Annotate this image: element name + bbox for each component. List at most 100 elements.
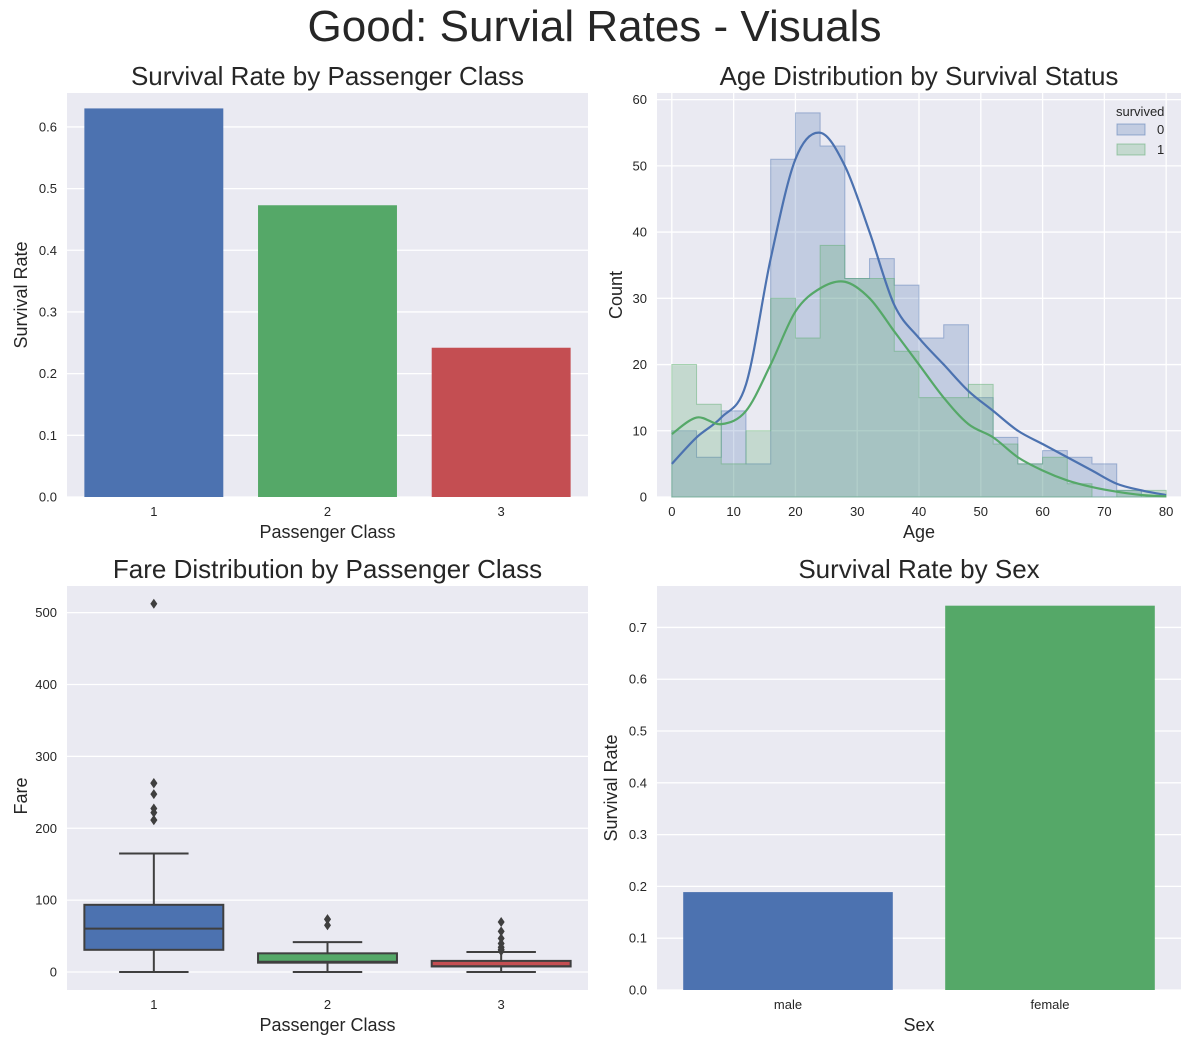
panel-sex-survival: 0.0 0.1 0.2 0.3 0.4 0.5 0.6 0.7 male female Survi… bbox=[601, 554, 1181, 1035]
y-axis-label: Survival Rate bbox=[601, 734, 621, 841]
y-tick-label: 0.2 bbox=[629, 879, 647, 894]
y-tick-label: 0.0 bbox=[39, 490, 57, 505]
legend-swatch-0 bbox=[1116, 123, 1146, 136]
box-class-1 bbox=[83, 598, 225, 974]
histogram-series-1 bbox=[671, 244, 1167, 498]
chart-title: Fare Distribution by Passenger Class bbox=[113, 554, 542, 584]
x-tick-label: 1 bbox=[150, 504, 157, 519]
y-axis-label: Count bbox=[606, 271, 626, 319]
y-tick-label: 0.1 bbox=[39, 428, 57, 443]
y-tick-label: 0.0 bbox=[629, 983, 647, 998]
x-tick-label: 0 bbox=[668, 504, 675, 519]
y-tick-label: 0.1 bbox=[629, 931, 647, 946]
figure-title: Good: Survial Rates - Visuals bbox=[308, 2, 882, 51]
x-tick-label: 70 bbox=[1097, 504, 1111, 519]
y-tick-label: 10 bbox=[633, 423, 647, 438]
outlier-point bbox=[150, 803, 158, 814]
y-tick-label: 0.6 bbox=[629, 672, 647, 687]
x-axis-label: Passenger Class bbox=[259, 522, 395, 542]
boxes bbox=[83, 598, 572, 974]
y-tick-label: 500 bbox=[35, 605, 57, 620]
x-tick-label: male bbox=[774, 997, 802, 1012]
x-axis-label: Sex bbox=[903, 1015, 934, 1035]
chart-title: Age Distribution by Survival Status bbox=[720, 61, 1119, 91]
kde-curves bbox=[671, 131, 1167, 498]
y-tick-label: 0.4 bbox=[629, 775, 647, 790]
legend: survived 0 1 bbox=[1116, 104, 1164, 157]
y-axis-label: Survival Rate bbox=[11, 241, 31, 348]
y-axis-label: Fare bbox=[11, 777, 31, 814]
tick-labels: 0.0 0.1 0.2 0.3 0.4 0.5 0.6 0.7 male female bbox=[629, 620, 1070, 1012]
bar-1 bbox=[84, 108, 224, 497]
x-tick-label: 2 bbox=[324, 997, 331, 1012]
y-tick-label: 0.2 bbox=[39, 366, 57, 381]
histogram-bins bbox=[671, 112, 1167, 498]
gridlines bbox=[657, 93, 1181, 498]
outlier-point bbox=[150, 598, 158, 609]
bar-3 bbox=[431, 347, 571, 497]
outlier-point bbox=[497, 916, 505, 927]
outlier-point bbox=[150, 814, 158, 825]
legend-swatch-1 bbox=[1116, 143, 1146, 156]
outlier-point bbox=[150, 789, 158, 800]
outlier-point bbox=[150, 777, 158, 788]
y-tick-label: 40 bbox=[633, 225, 647, 240]
tick-labels: 0.0 0.1 0.2 0.3 0.4 0.5 0.6 1 2 3 bbox=[39, 119, 505, 519]
chart-title: Survival Rate by Passenger Class bbox=[131, 61, 524, 91]
histogram-series-0 bbox=[671, 112, 1167, 498]
x-tick-label: female bbox=[1030, 997, 1069, 1012]
y-tick-label: 0.5 bbox=[629, 724, 647, 739]
x-tick-label: 10 bbox=[726, 504, 740, 519]
bar-2 bbox=[258, 205, 397, 498]
x-tick-label: 50 bbox=[974, 504, 988, 519]
kde-curve-0 bbox=[671, 131, 1167, 497]
legend-label-1: 1 bbox=[1157, 142, 1164, 157]
y-tick-label: 20 bbox=[633, 357, 647, 372]
x-tick-label: 3 bbox=[498, 997, 505, 1012]
outlier-point bbox=[324, 920, 331, 931]
x-axis-label: Age bbox=[903, 522, 935, 542]
x-tick-label: 30 bbox=[850, 504, 864, 519]
x-axis-label: Passenger Class bbox=[259, 1015, 395, 1035]
y-tick-label: 30 bbox=[633, 291, 647, 306]
y-tick-label: 50 bbox=[633, 158, 647, 173]
x-tick-label: 60 bbox=[1035, 504, 1049, 519]
chart-title: Survival Rate by Sex bbox=[798, 554, 1039, 584]
y-tick-label: 0 bbox=[50, 965, 57, 980]
outlier-point bbox=[497, 938, 505, 949]
x-tick-label: 40 bbox=[912, 504, 926, 519]
y-tick-label: 0.3 bbox=[629, 827, 647, 842]
box-class-2 bbox=[257, 914, 398, 974]
y-tick-label: 60 bbox=[633, 92, 647, 107]
y-tick-label: 0.3 bbox=[39, 304, 57, 319]
y-tick-label: 400 bbox=[35, 677, 57, 692]
panel-fare-distribution: 0 100 200 300 400 500 1 2 3 Fare Distribution by… bbox=[11, 554, 588, 1035]
outlier-point bbox=[324, 914, 331, 925]
y-tick-label: 0.4 bbox=[39, 243, 57, 258]
y-tick-label: 0.6 bbox=[39, 119, 57, 134]
y-tick-label: 300 bbox=[35, 749, 57, 764]
x-tick-label: 20 bbox=[788, 504, 802, 519]
panel-class-survival: 0.0 0.1 0.2 0.3 0.4 0.5 0.6 1 2 3 Survival Rate b… bbox=[11, 61, 588, 542]
x-tick-label: 2 bbox=[324, 504, 331, 519]
x-tick-label: 1 bbox=[150, 997, 157, 1012]
outlier-point bbox=[497, 926, 505, 937]
bar-female bbox=[945, 605, 1155, 990]
y-tick-label: 0 bbox=[640, 490, 647, 505]
outlier-point bbox=[497, 933, 505, 944]
x-tick-label: 3 bbox=[498, 504, 505, 519]
y-tick-label: 0.7 bbox=[629, 620, 647, 635]
bar-male bbox=[683, 892, 893, 990]
x-tick-label: 80 bbox=[1159, 504, 1173, 519]
y-tick-label: 100 bbox=[35, 893, 57, 908]
y-tick-label: 0.5 bbox=[39, 181, 57, 196]
bars bbox=[84, 108, 571, 498]
bars bbox=[683, 605, 1155, 990]
kde-curve-1 bbox=[671, 280, 1167, 498]
legend-label-0: 0 bbox=[1157, 122, 1164, 137]
box-iqr bbox=[83, 903, 225, 951]
tick-labels: 0 100 200 300 400 500 1 2 3 bbox=[35, 605, 504, 1012]
